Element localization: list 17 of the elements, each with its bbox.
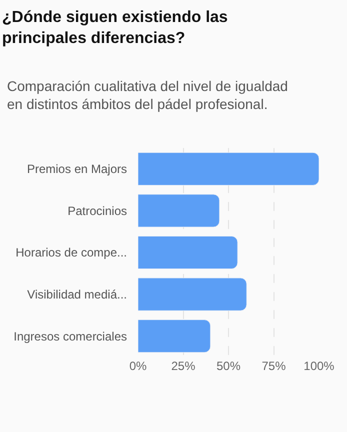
x-tick-label: 0% (129, 359, 147, 373)
bar (138, 278, 247, 311)
y-tick-label: Premios en Majors (26, 162, 127, 176)
chart-title: ¿Dónde siguen existiendo las principales diferencias? (2, 9, 228, 47)
y-tick-label: Visibilidad mediá... (27, 288, 127, 302)
x-tick-label: 100% (304, 359, 335, 373)
bar (138, 236, 238, 270)
bar (138, 194, 220, 228)
y-tick-label: Ingresos comerciales (14, 329, 127, 344)
chart-subtitle: Comparación cualitativa del nivel de igualdad en distintos ámbitos del pádel profesional. (7, 78, 288, 112)
x-tick-label: 75% (262, 359, 286, 373)
y-tick-label: Horarios de compe... (16, 246, 127, 260)
bar (138, 152, 319, 186)
y-tick-label: Patrocinios (68, 204, 127, 218)
bar (138, 320, 211, 353)
x-tick-label: 50% (216, 359, 241, 373)
x-tick-label: 25% (171, 359, 196, 373)
